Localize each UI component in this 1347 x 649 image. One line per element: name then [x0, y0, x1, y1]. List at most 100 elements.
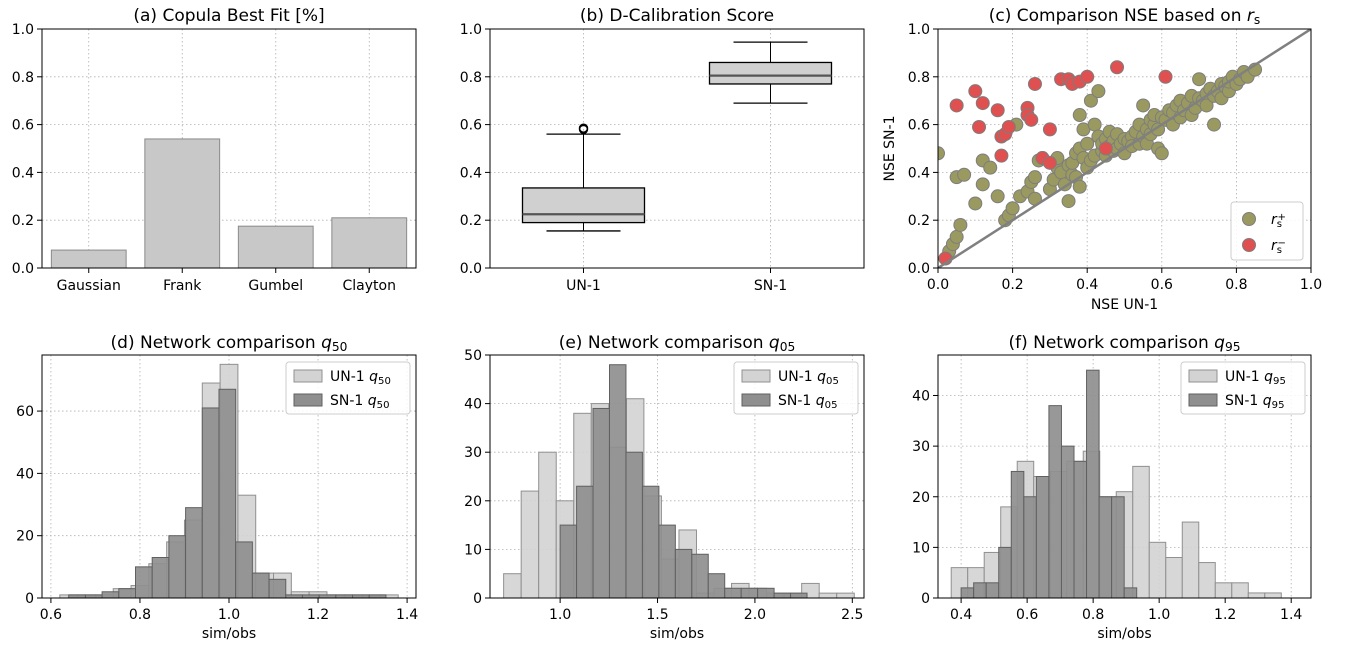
point-rs-plus [949, 229, 964, 244]
legend-entry-var: q [817, 369, 826, 385]
legend-entry-sub: 95 [1272, 400, 1285, 411]
hist-bar [1111, 496, 1125, 599]
x-tick-label: UN-1 [566, 278, 601, 294]
hist-bar [1231, 582, 1249, 599]
hist-bar [818, 592, 838, 599]
y-tick-label: 40 [912, 389, 930, 405]
flier-point [578, 123, 589, 133]
x-tick-label: 0.0 [927, 277, 949, 293]
point-rs-minus [990, 103, 1005, 118]
hist-bar [1181, 521, 1200, 599]
point-rs-plus [1072, 108, 1087, 123]
legend-entry-var: q [369, 369, 378, 385]
x-tick-label: 0.6 [1151, 277, 1173, 293]
hist-bar [609, 364, 627, 599]
y-tick-label: 0 [921, 591, 930, 607]
legend-entry-text: SN-1 [330, 393, 368, 409]
legend-entry-sub: 50 [377, 400, 390, 411]
legend-entry-var: q [1264, 369, 1273, 385]
chart-title-text: (d) Network comparison [111, 333, 322, 353]
hist-bar [1198, 562, 1216, 599]
panel-b: 0.0 0.2 0.4 0.6 0.8 1.0 UN-1 SN-1 (b) D-Calibrat… [460, 6, 865, 294]
plot-frame [937, 28, 1312, 269]
legend-entry: SN-1 q95 [1225, 393, 1285, 411]
chart-title-text: (c) Comparison NSE based on [989, 6, 1247, 26]
y-tick-label: 0.6 [460, 118, 482, 134]
hist-bar [201, 407, 220, 599]
hist-bar [538, 451, 557, 599]
histogram-sn1 [559, 364, 808, 599]
point-rs-minus [1080, 69, 1095, 84]
point-rs-plus [1207, 117, 1222, 132]
x-tick-label: 0.8 [129, 607, 151, 623]
x-tick-label: 0.2 [1001, 277, 1023, 293]
hist-bar [576, 485, 594, 599]
legend-entry-text: SN-1 [778, 393, 816, 409]
hist-bar [790, 592, 808, 599]
histogram-sn1 [68, 388, 387, 599]
boxplot-sn-1 [708, 41, 833, 104]
hist-bar [1264, 592, 1282, 599]
x-tick-label: Gaussian [57, 278, 121, 294]
y-tick-label: 0.8 [460, 70, 482, 86]
hist-bar [960, 587, 975, 599]
x-tick-label: Frank [163, 278, 202, 294]
legend-entry: UN-1 q05 [778, 369, 839, 387]
legend-entry-sup: − [1277, 238, 1285, 249]
legend-entry-var: q [1263, 393, 1272, 409]
plot-frame [41, 354, 417, 599]
hist-bar [1214, 582, 1233, 599]
y-tick-label: 0.2 [908, 213, 930, 229]
chart-title: (e) Network comparison q05 [559, 333, 796, 354]
point-rs-plus [953, 217, 968, 232]
legend-swatch [1188, 393, 1218, 407]
point-rs-plus [968, 196, 983, 211]
point-rs-plus [938, 146, 945, 161]
x-tick-label: 2.0 [744, 607, 766, 623]
point-rs-minus [972, 119, 987, 134]
point-rs-minus [1158, 69, 1173, 84]
x-tick-label: 0.4 [950, 607, 972, 623]
point-rs-plus [1154, 146, 1169, 161]
one-to-one-line [938, 29, 1311, 268]
chart-title: (d) Network comparison q50 [111, 333, 348, 354]
plot-frame [41, 28, 417, 269]
hist-bar [658, 524, 676, 599]
x-tick-label: 1.0 [1300, 277, 1322, 293]
y-tick-label: 0.4 [12, 165, 34, 181]
y-tick-label: 1.0 [12, 22, 34, 38]
legend-entry: SN-1 q50 [330, 393, 390, 411]
chart-title-var: q [1214, 333, 1225, 353]
point-rs-plus [1136, 98, 1151, 113]
bar-clayton [331, 217, 408, 269]
hist-bar [757, 587, 775, 599]
hist-bar [1035, 476, 1050, 599]
point-rs-minus [994, 148, 1009, 163]
y-tick-label: 20 [912, 490, 930, 506]
y-tick-label: 0.0 [460, 261, 482, 277]
y-tick-label: 0.6 [12, 118, 34, 134]
chart-title-sub: 95 [1225, 340, 1241, 354]
x-tick-label: 1.2 [1214, 607, 1236, 623]
point-rs-plus [1080, 136, 1095, 151]
plot-frame [937, 354, 1312, 599]
chart-title-var: r [1247, 6, 1255, 26]
hist-bar [1060, 445, 1075, 599]
y-tick-label: 0.0 [908, 261, 930, 277]
hist-bar [773, 592, 792, 599]
y-tick-label: 0.8 [12, 70, 34, 86]
chart-title-var: q [321, 333, 332, 353]
hist-bar [1048, 405, 1062, 599]
y-tick-label: 0.8 [908, 70, 930, 86]
x-axis-label: sim/obs [650, 626, 704, 642]
hist-bar [1148, 541, 1167, 599]
plot-frame [489, 28, 865, 269]
hist-bar [1073, 460, 1088, 599]
y-tick-label: 0 [473, 591, 482, 607]
point-rs-minus [1024, 112, 1039, 127]
scatter-points [938, 29, 1311, 268]
point-rs-plus [1199, 98, 1214, 113]
y-tick-label: 20 [464, 494, 482, 510]
y-tick-label: 0.4 [460, 165, 482, 181]
